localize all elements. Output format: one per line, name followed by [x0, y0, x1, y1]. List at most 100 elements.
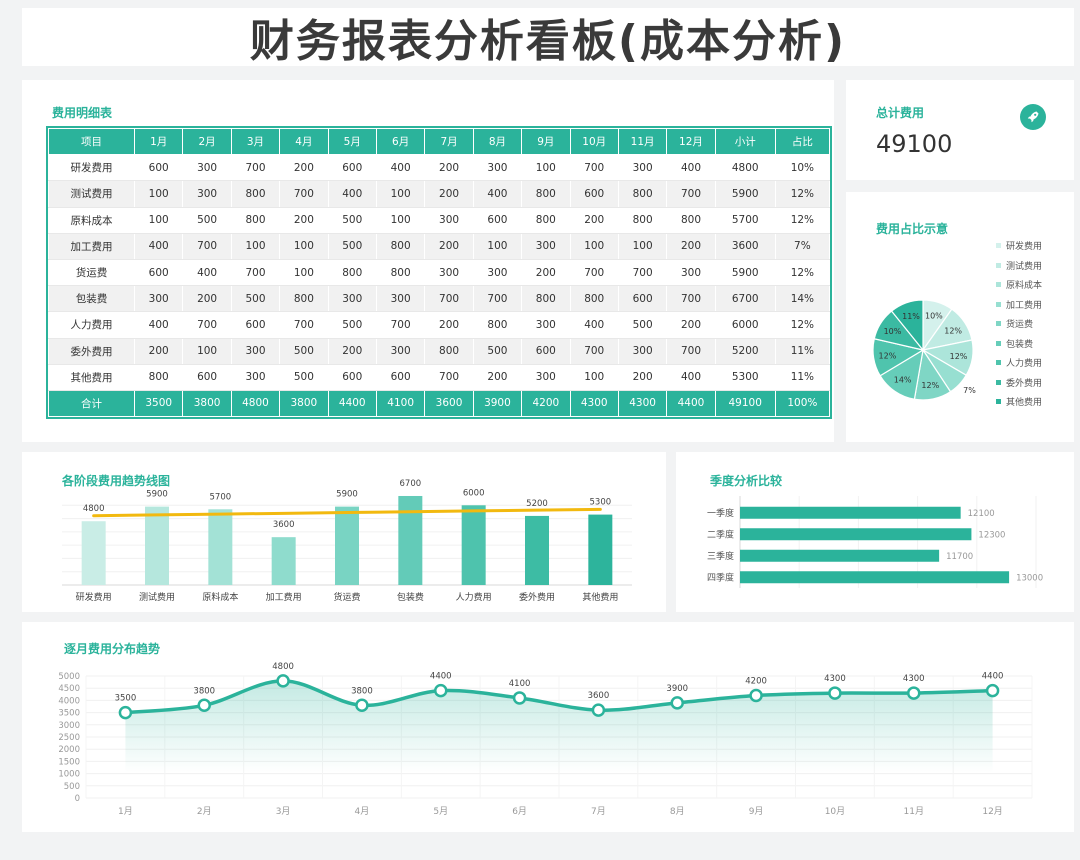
table-footer-row: 合计 3500 3800 4800 3800 4400 4100 3600 3900 4200 43…: [48, 389, 831, 418]
table-cell: 300: [521, 363, 571, 391]
bar-value-label: 5900: [336, 490, 358, 500]
table-cell: 100: [133, 180, 184, 208]
bar-value-label: 5700: [210, 492, 232, 502]
y-tick-label: 500: [64, 782, 80, 792]
table-cell: 800: [375, 258, 426, 287]
table-cell: 600: [375, 363, 426, 391]
quarter-card: 季度分析比较 一季度 12100 二季度 12300 三季度 11700 四季度 13000: [676, 452, 1074, 612]
column-header: 9月: [521, 127, 571, 156]
table-cell: 加工费用: [48, 232, 135, 260]
point-value-label: 4300: [824, 674, 846, 684]
legend-item: 加工费用: [996, 295, 1042, 315]
table-row: 包装费 300 200 500 800 300 300 700 700 800 800 600 700 6…: [48, 285, 831, 313]
table-cell: 500: [327, 232, 377, 260]
bar: [740, 549, 940, 562]
stage-card: 各阶段费用趋势线图 4800 研发费用 5900 测试费用 5700 原料成本 3600 加工…: [22, 452, 666, 612]
quarter-chart: 一季度 12100 二季度 12300 三季度 11700 四季度 13000: [707, 496, 1043, 588]
footer-cell: 4400: [666, 389, 716, 418]
table-row: 测试费用 100 300 800 700 400 100 200 400 800 600 800 700…: [48, 180, 831, 208]
y-tick-label: 3500: [58, 709, 80, 719]
table-cell: 200: [569, 206, 619, 234]
table-cell: 800: [375, 232, 426, 260]
table-cell: 600: [133, 258, 184, 287]
x-tick-label: 其他费用: [582, 591, 618, 603]
table-cell: 700: [279, 180, 329, 208]
table-cell: 12%: [774, 258, 831, 287]
pie-card: 费用占比示意 10% 12% 12% 7% 12% 14% 12% 10% 11% 研发费用 测试…: [846, 192, 1074, 442]
stage-chart: 4800 研发费用 5900 测试费用 5700 原料成本 3600 加工费用 5900 货运费 6…: [62, 479, 632, 603]
data-point: [670, 696, 684, 710]
table-cell: 800: [230, 206, 281, 234]
table-cell: 其他费用: [48, 363, 135, 391]
point-value-label: 4800: [272, 662, 294, 672]
rocket-icon: [1020, 104, 1046, 130]
legend-swatch: [996, 340, 1001, 346]
y-tick-label: 2500: [58, 733, 80, 743]
table-cell: 300: [230, 363, 281, 391]
legend-item: 包装费: [996, 334, 1042, 354]
table-cell: 委外费用: [48, 337, 135, 365]
bar: [335, 506, 359, 585]
pie-data-label: 11%: [902, 312, 920, 321]
point-value-label: 3500: [115, 694, 137, 704]
detail-table: 项目 1月 2月 3月 4月 5月 6月 7月 8月 9月 10月 11月 12月 小计 占比 研发费用 60…: [46, 125, 832, 420]
bar: [145, 506, 169, 585]
column-header: 4月: [279, 127, 329, 156]
table-cell: 400: [133, 311, 184, 339]
legend-label: 委外费用: [1006, 378, 1043, 389]
footer-cell: 4200: [521, 389, 571, 418]
table-header-row: 项目 1月 2月 3月 4月 5月 6月 7月 8月 9月 10月 11月 12月 小计 占比: [48, 127, 831, 156]
column-header: 8月: [472, 127, 523, 156]
table-cell: 5200: [714, 337, 776, 365]
table-cell: 700: [182, 311, 232, 339]
legend-item: 测试费用: [996, 256, 1042, 276]
point-value-label: 4200: [745, 677, 767, 687]
table-row: 原料成本 100 500 800 200 500 100 300 600 800 200 800 800…: [48, 206, 831, 234]
title-bar: 财务报表分析看板(成本分析): [22, 8, 1074, 67]
data-point: [276, 674, 290, 688]
table-cell: 800: [472, 311, 523, 339]
legend-label: 包装费: [1006, 339, 1034, 350]
point-value-label: 4400: [982, 672, 1004, 682]
pie-chart: 10%12%12%7%12%14%12%10%11%: [872, 299, 976, 401]
table-cell: 700: [424, 285, 474, 313]
legend-label: 研发费用: [1006, 242, 1043, 253]
legend-swatch: [996, 282, 1001, 288]
table-cell: 包装费: [48, 285, 135, 313]
table-cell: 200: [182, 285, 232, 313]
table-cell: 300: [617, 154, 668, 182]
x-tick-label: 委外费用: [519, 591, 555, 603]
bar-value-label: 4800: [83, 504, 105, 514]
bar-value-label: 5200: [526, 499, 548, 509]
table-cell: 6000: [714, 311, 776, 339]
x-tick-label: 1月: [118, 806, 133, 817]
table-row: 委外费用 200 100 300 500 200 300 800 500 600 700 300 700…: [48, 337, 831, 365]
bar: [81, 521, 106, 585]
table-cell: 800: [521, 180, 571, 208]
pie-data-label: 12%: [921, 381, 939, 390]
table-cell: 500: [230, 285, 281, 313]
table-cell: 12%: [774, 311, 831, 339]
table-cell: 200: [279, 206, 329, 234]
table-cell: 600: [617, 285, 668, 313]
table-cell: 400: [666, 154, 716, 182]
area-fill: [125, 680, 993, 773]
legend-label: 其他费用: [1006, 398, 1043, 409]
bar-value-label: 3600: [273, 520, 295, 530]
table-cell: 300: [666, 258, 716, 287]
table-cell: 700: [279, 311, 329, 339]
point-value-label: 4100: [509, 679, 531, 689]
y-tick-label: 4000: [58, 696, 80, 706]
table-cell: 3600: [714, 232, 776, 260]
bar-value-label: 12300: [978, 530, 1005, 540]
pie-slice: [890, 299, 924, 352]
legend-label: 测试费用: [1006, 261, 1043, 272]
table-cell: 6700: [714, 285, 776, 313]
legend-item: 委外费用: [996, 373, 1042, 393]
table-cell: 100: [375, 206, 426, 234]
table-cell: 研发费用: [48, 154, 135, 182]
pie-data-label: 10%: [884, 327, 902, 336]
table-cell: 600: [327, 363, 377, 391]
pie-data-label: 12%: [944, 326, 962, 335]
detail-table-card: 费用明细表 项目 1月 2月 3月 4月 5月 6月 7月 8月 9月 10月 11月 12月 小计 占比 …: [22, 80, 834, 442]
